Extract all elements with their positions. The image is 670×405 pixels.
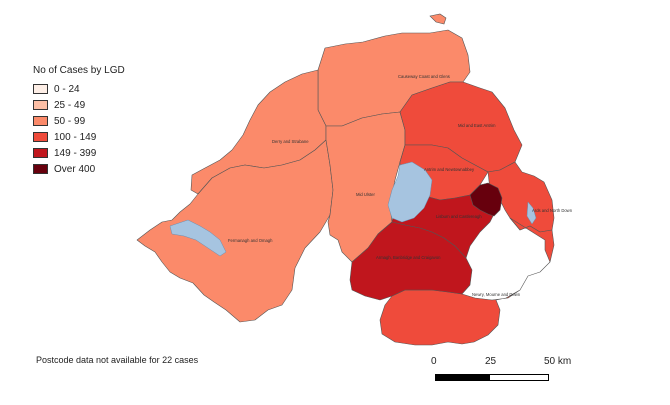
scale-label-25: 25 xyxy=(485,356,497,367)
label-newry-mourne-and-down: Newry, Mourne and Down xyxy=(472,292,521,297)
legend-item: 149 - 399 xyxy=(33,145,125,161)
label-antrim-and-newtownabbey: Antrim and Newtownabbey xyxy=(424,167,475,172)
label-armagh-banbridge-and-craigavon: Armagh, Banbridge and Craigavon xyxy=(376,255,441,260)
legend-swatch xyxy=(33,100,48,110)
legend-item: 100 - 149 xyxy=(33,129,125,145)
legend-swatch xyxy=(33,84,48,94)
legend-title: No of Cases by LGD xyxy=(33,65,125,76)
legend-swatch xyxy=(33,164,48,174)
rathlin-island xyxy=(429,13,447,25)
legend-swatch xyxy=(33,132,48,142)
scale-label-0: 0 xyxy=(431,356,437,367)
scale-bar-segment-2 xyxy=(489,374,549,381)
legend-item: 25 - 49 xyxy=(33,97,125,113)
legend-swatch xyxy=(33,116,48,126)
scale-label-50: 50 km xyxy=(544,356,572,367)
label-lisburn-and-castlereagh: Lisburn and Castlereagh xyxy=(436,214,482,219)
legend-label: 100 - 149 xyxy=(54,131,97,143)
legend-item: Over 400 xyxy=(33,161,125,177)
region-newry-mourne-and-down xyxy=(379,217,555,346)
label-ards-and-north-down: Ards and North Down xyxy=(532,208,573,213)
legend-label: 0 - 24 xyxy=(54,83,80,95)
label-mid-and-east-antrim: Mid and East Antrim xyxy=(458,123,496,128)
legend-label: Over 400 xyxy=(54,163,96,175)
legend-swatch xyxy=(33,148,48,158)
label-fermanagh-and-omagh: Fermanagh and Omagh xyxy=(228,238,273,243)
scale-bar-segment-1 xyxy=(435,374,489,381)
label-causeway-coast-and-glens: Causeway Coast and Glens xyxy=(398,74,450,79)
legend-label: 50 - 99 xyxy=(54,115,86,127)
map-legend: No of Cases by LGD 0 - 24 25 - 49 50 - 9… xyxy=(33,65,125,177)
region-belfast xyxy=(469,182,503,217)
legend-label: 149 - 399 xyxy=(54,147,97,159)
strangford-lough xyxy=(526,201,537,225)
label-derry-and-strabane: Derry and Strabane xyxy=(272,139,309,144)
data-availability-note: Postcode data not available for 22 cases xyxy=(36,355,199,365)
legend-label: 25 - 49 xyxy=(54,99,86,111)
legend-item: 0 - 24 xyxy=(33,81,125,97)
lough-neagh xyxy=(387,161,433,223)
legend-item: 50 - 99 xyxy=(33,113,125,129)
label-mid-ulster: Mid Ulster xyxy=(356,192,375,197)
lough-erne xyxy=(169,219,227,257)
region-fermanagh-and-omagh xyxy=(136,139,334,323)
